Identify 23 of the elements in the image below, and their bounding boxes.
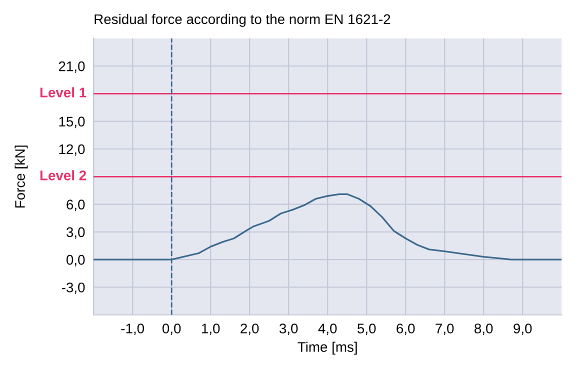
- x-tick-label: 6,0: [396, 324, 415, 336]
- x-tick-label: 2,0: [240, 324, 259, 336]
- x-tick-label: 9,0: [514, 324, 532, 336]
- x-tick-label: 7,0: [436, 324, 454, 336]
- x-tick-label: 0,0: [162, 324, 181, 336]
- y-tick-label: 15,0: [59, 116, 85, 128]
- x-tick-label: 4,0: [318, 324, 337, 336]
- y-tick-label: 21,0: [58, 61, 85, 73]
- y-tick-label: 3,0: [66, 227, 85, 239]
- y-axis-title: Force [kN]: [14, 146, 28, 208]
- x-axis-title: Time [ms]: [298, 342, 357, 355]
- x-tick-label: 1,0: [202, 324, 220, 336]
- y-tick-label: 12,0: [59, 144, 85, 156]
- y-tick-label: -3,0: [62, 282, 85, 294]
- x-tick-label: 3,0: [279, 324, 298, 336]
- chart-title: Residual force according to the norm EN 1621-2: [94, 14, 390, 27]
- x-tick-label: 8,0: [474, 324, 493, 336]
- ref-line-label: Level 2: [40, 170, 86, 180]
- ref-line-label: Level 1: [40, 87, 86, 98]
- y-tick-label: 6,0: [66, 200, 85, 212]
- y-tick-label: 0,0: [66, 254, 85, 266]
- x-tick-label: 5,0: [358, 324, 376, 336]
- x-tick-label: -1,0: [121, 324, 144, 336]
